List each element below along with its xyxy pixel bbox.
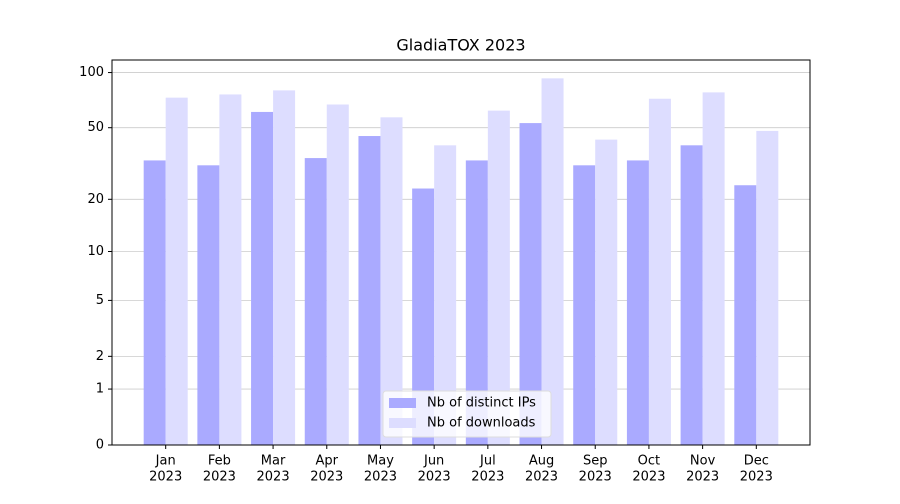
x-tick-label: Oct <box>638 454 660 469</box>
x-tick-label: 2023 <box>740 470 773 485</box>
bar <box>412 188 435 445</box>
bar <box>326 104 349 445</box>
bar <box>273 90 296 445</box>
x-tick-label: Jul <box>479 454 496 469</box>
y-tick-label: 20 <box>87 192 104 207</box>
bar <box>573 165 596 446</box>
bar <box>626 160 649 445</box>
bar <box>541 78 564 445</box>
x-tick-label: Jun <box>423 454 444 469</box>
y-tick-label: 2 <box>96 349 104 364</box>
x-tick-label: 2023 <box>149 470 182 485</box>
bar <box>702 92 725 445</box>
x-tick-label: Jan <box>155 454 176 469</box>
bar <box>680 145 703 446</box>
x-tick-label: Aug <box>529 454 554 469</box>
legend-label: Nb of distinct IPs <box>427 396 536 411</box>
x-tick-label: 2023 <box>632 470 665 485</box>
x-tick-label: 2023 <box>418 470 451 485</box>
bar <box>734 185 757 445</box>
bar <box>380 117 403 445</box>
bar <box>756 130 779 445</box>
x-tick-label: 2023 <box>525 470 558 485</box>
y-tick-label: 50 <box>87 120 104 135</box>
bar <box>165 97 188 445</box>
bar <box>434 145 457 446</box>
bar <box>358 136 381 445</box>
y-tick-label: 1 <box>96 382 104 397</box>
bar <box>487 110 510 445</box>
legend: Nb of distinct IPs Nb of downloads <box>382 390 552 438</box>
x-tick-label: Apr <box>316 454 339 469</box>
plot-frame <box>111 59 811 446</box>
x-tick-label: May <box>367 454 394 469</box>
x-tick-label: 2023 <box>257 470 290 485</box>
x-tick-label: Feb <box>208 454 231 469</box>
bar <box>197 165 220 446</box>
bar <box>143 160 166 445</box>
bar <box>595 139 618 445</box>
x-tick-label: 2023 <box>364 470 397 485</box>
chart-title: GladiaTOX 2023 <box>396 36 525 55</box>
x-tick-label: Dec <box>744 454 769 469</box>
y-tick-label: 0 <box>96 438 104 453</box>
x-tick-label: 2023 <box>579 470 612 485</box>
y-tick-label: 5 <box>96 293 104 308</box>
legend-swatch <box>389 398 416 408</box>
x-tick-label: Mar <box>261 454 286 469</box>
x-tick-label: Sep <box>583 454 608 469</box>
bar <box>465 160 488 445</box>
x-tick-label: 2023 <box>471 470 504 485</box>
y-tick-label: 10 <box>87 244 104 259</box>
bar <box>519 123 542 446</box>
y-tick-label: 100 <box>79 65 104 80</box>
bar <box>304 158 327 445</box>
x-tick-label: 2023 <box>310 470 343 485</box>
legend-swatch <box>389 418 416 428</box>
bar <box>219 94 242 445</box>
x-tick-label: 2023 <box>203 470 236 485</box>
bar <box>251 111 274 446</box>
x-tick-label: Nov <box>690 454 716 469</box>
legend-frame <box>382 390 552 438</box>
bar <box>648 98 671 445</box>
legend-label: Nb of downloads <box>427 416 536 431</box>
x-tick-label: 2023 <box>686 470 719 485</box>
